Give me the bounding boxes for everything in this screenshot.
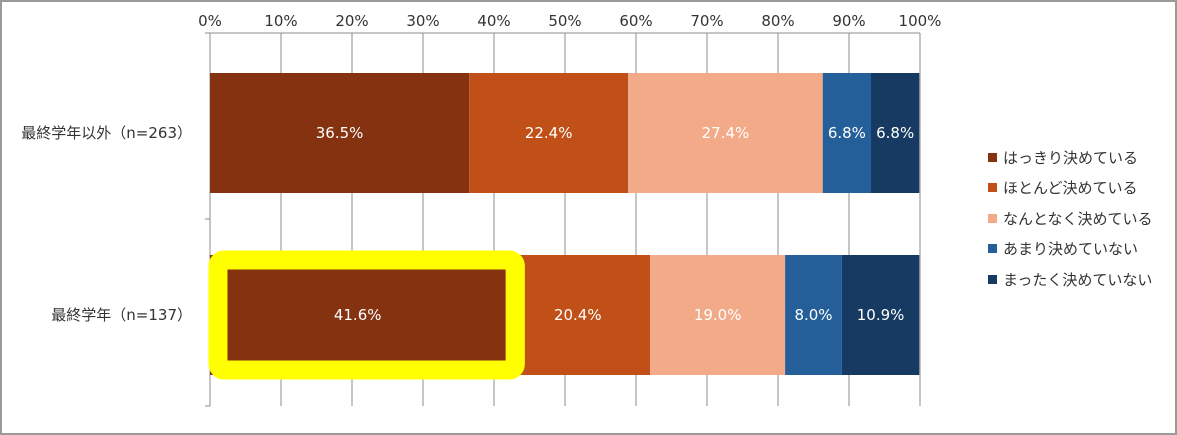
x-tick-label: 50% [548,12,581,30]
x-tick-label: 20% [335,12,368,30]
legend-item: ほとんど決めている [988,173,1153,204]
bar-segment [650,255,786,375]
x-tick-label: 100% [899,12,942,30]
x-tick-label: 80% [761,12,794,30]
legend-swatch [988,274,997,284]
legend-label: なんとなく決めている [1003,209,1153,228]
value-label: 27.4% [702,124,750,142]
value-label: 6.8% [828,124,866,142]
category-label: 最終学年（n=137） [51,306,192,324]
bar-segment [628,73,823,193]
highlight-box [208,250,525,380]
bar-segment [785,255,842,375]
legend-item: まったく決めていない [988,264,1153,295]
legend-swatch [988,213,997,223]
bar-segment [822,73,872,193]
x-tick-label: 40% [477,12,510,30]
legend-label: あまり決めていない [1003,240,1139,259]
bar-segment [841,255,920,375]
x-tick-label: 0% [198,12,222,30]
category-label: 最終学年以外（n=263） [21,124,192,142]
x-tick-label: 70% [690,12,723,30]
value-label: 19.0% [694,306,742,324]
value-label: 36.5% [316,124,364,142]
legend-item: あまり決めていない [988,234,1153,265]
x-tick-label: 10% [264,12,297,30]
legend-label: はっきり決めている [1003,148,1139,167]
x-tick-label: 90% [832,12,865,30]
legend-item: なんとなく決めている [988,203,1153,234]
bar-segment [210,73,470,193]
legend-swatch [988,244,997,254]
legend-label: まったく決めていない [1003,270,1153,289]
bar-segment [210,255,506,375]
legend-swatch [988,152,997,162]
value-label: 41.6% [334,306,382,324]
value-label: 8.0% [794,306,832,324]
x-tick-label: 60% [619,12,652,30]
bar-segment [469,73,629,193]
value-label: 20.4% [554,306,602,324]
x-tick-label: 30% [406,12,439,30]
value-label: 10.9% [857,306,905,324]
bar-segment [871,73,920,193]
legend-swatch [988,183,997,193]
value-label: 22.4% [525,124,573,142]
legend-item: はっきり決めている [988,142,1153,173]
chart-legend: はっきり決めている ほとんど決めている なんとなく決めている あまり決めていない まった… [988,142,1153,295]
bar-segment [505,255,651,375]
legend-label: ほとんど決めている [1003,179,1138,198]
value-label: 6.8% [876,124,914,142]
